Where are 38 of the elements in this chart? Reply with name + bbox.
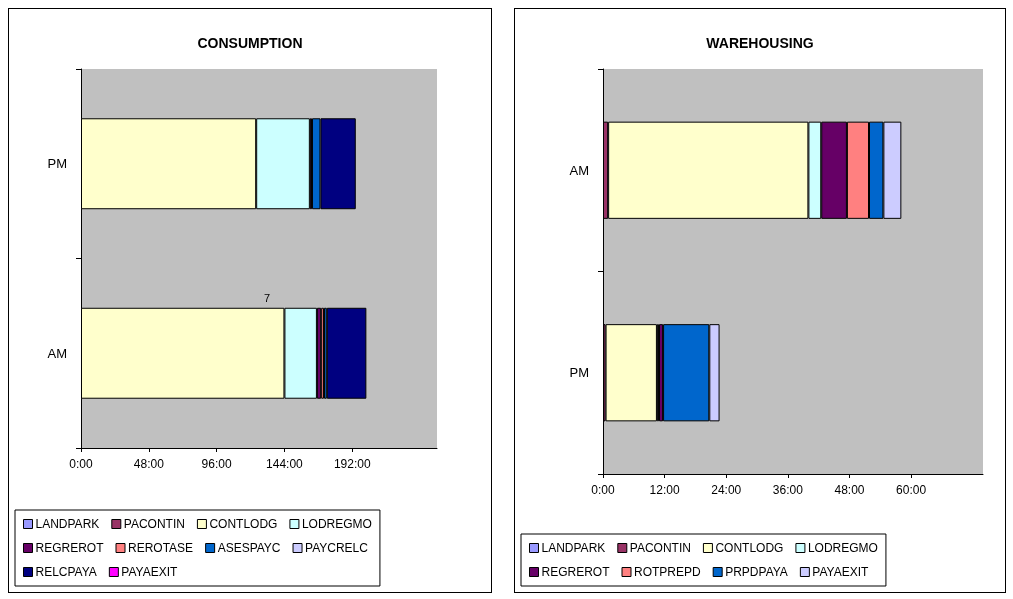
bar xyxy=(326,307,367,399)
chart-title: WAREHOUSING xyxy=(706,35,814,51)
y-tick-label: AM xyxy=(47,345,67,361)
legend-label: LANDPARK xyxy=(541,541,606,555)
x-tick-label: 192:00 xyxy=(333,457,371,471)
legend-label: PRPDPAYA xyxy=(725,565,788,579)
x-tick-label: 96:00 xyxy=(201,457,232,471)
legend-label: ASESPAYC xyxy=(217,541,281,555)
x-tick-label: 12:00 xyxy=(649,483,680,497)
x-tick-label: 48:00 xyxy=(834,483,865,497)
legend-label: REROTASE xyxy=(128,541,194,555)
y-tick-label: PM xyxy=(569,365,589,381)
legend-label: ROTPREPD xyxy=(634,565,702,579)
bar xyxy=(605,324,657,422)
legend-label: PAYAEXIT xyxy=(812,565,870,579)
legend-label: REGREROT xyxy=(35,541,105,555)
x-tick-label: 144:00 xyxy=(266,457,304,471)
x-tick-label: 48:00 xyxy=(133,457,165,471)
legend-label: PACONTIN xyxy=(123,517,185,531)
x-tick-label: 0:00 xyxy=(69,457,93,471)
legend-label: PACONTIN xyxy=(629,541,691,555)
legend-label: REGREROT xyxy=(541,565,611,579)
x-tick-label: 24:00 xyxy=(711,483,742,497)
y-tick-label: AM xyxy=(569,162,589,178)
legend-label: RELCPAYA xyxy=(35,565,97,579)
legend-label: CONTLODG xyxy=(715,541,784,555)
y-tick-label: PM xyxy=(47,156,67,172)
annotation: 7 xyxy=(264,291,271,304)
legend-label: LODREGMO xyxy=(301,517,372,531)
legend-label: LANDPARK xyxy=(35,517,100,531)
legend-label: LODREGMO xyxy=(807,541,878,555)
x-tick-label: 36:00 xyxy=(772,483,804,497)
legend-label: PAYCRELC xyxy=(305,541,369,555)
legend-label: CONTLODG xyxy=(209,517,278,531)
legend-label: PAYAEXIT xyxy=(121,565,179,579)
chart-title: CONSUMPTION xyxy=(197,35,303,51)
x-tick-label: 0:00 xyxy=(591,483,615,497)
x-tick-label: 60:00 xyxy=(896,483,927,497)
